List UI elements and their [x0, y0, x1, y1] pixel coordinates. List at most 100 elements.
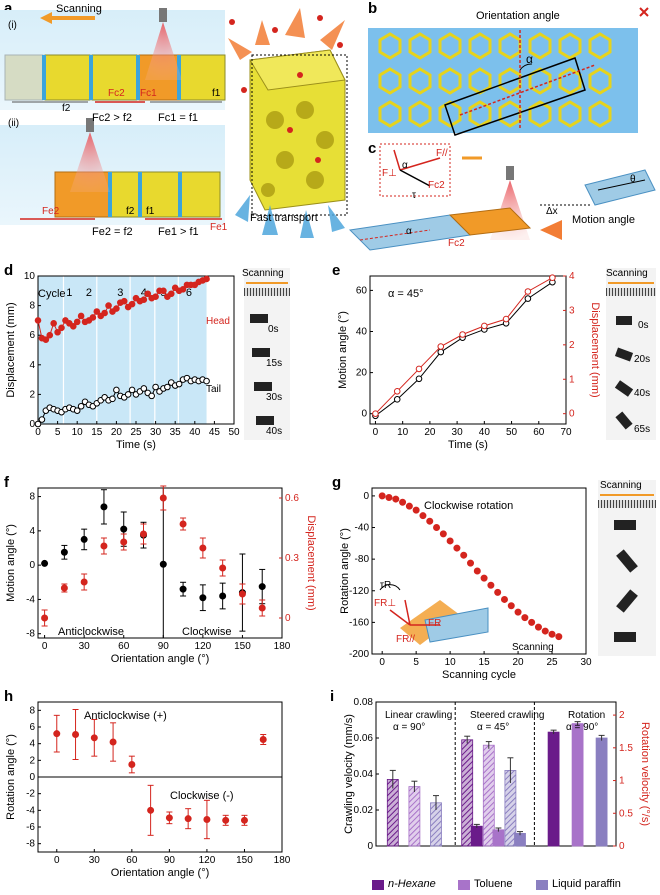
- x-tick-label: 30: [150, 427, 162, 438]
- data-point: [415, 375, 423, 383]
- label-fe2-ii: Fe2: [42, 206, 60, 217]
- bar: [408, 786, 421, 847]
- data-point: [77, 402, 85, 410]
- y-tick-label: 4: [29, 360, 35, 371]
- robot-image-0: [250, 314, 268, 323]
- data-point: [34, 420, 42, 428]
- photo-strip-e: Scanning 0s 20s 40s 65s: [606, 268, 656, 440]
- plot-frame: [369, 275, 567, 425]
- data-point: [73, 407, 81, 414]
- x-tick-label: 25: [546, 657, 558, 668]
- y2-tick-label: 2: [619, 710, 625, 721]
- head-label: Head: [206, 316, 230, 327]
- data-point: [437, 348, 445, 356]
- fr-parallel-label: FR//: [396, 634, 415, 645]
- porous-block: [249, 49, 348, 216]
- x-axis-label: Orientation angle (°): [111, 867, 210, 879]
- legend-swatch-toluene: [458, 880, 470, 890]
- photo-d-time-1: 15s: [266, 358, 283, 369]
- rotation-inset: [379, 584, 489, 645]
- y-axis-label: Rotation angle (°): [339, 528, 351, 614]
- y-tick-label: 10: [24, 271, 36, 282]
- x-tick-label: 45: [209, 427, 221, 438]
- y-tick-label: 6: [29, 722, 35, 733]
- photo-strip-g: Scanning: [598, 480, 656, 656]
- data-point: [524, 295, 532, 302]
- y-tick-label: 0.04: [354, 769, 374, 780]
- x-tick-label: 30: [580, 657, 592, 668]
- data-point: [446, 537, 454, 545]
- clockwise-minus-label: Clockwise (-): [170, 790, 234, 802]
- data-point: [399, 498, 407, 506]
- data-point: [109, 738, 117, 746]
- data-point: [93, 308, 101, 315]
- data-point: [128, 386, 136, 394]
- cycle-number: 1: [66, 287, 72, 299]
- x-tick-label: 120: [199, 855, 216, 866]
- chart-d: 123456051015202530354045500246810Time (s…: [5, 271, 240, 451]
- bar: [386, 779, 399, 847]
- data-point: [140, 530, 148, 538]
- data-point: [405, 502, 413, 510]
- group-alpha-rotation: α = 90°: [566, 722, 599, 733]
- data-point: [392, 495, 400, 503]
- legend-label-paraffin: Liquid paraffin: [552, 878, 621, 890]
- chart-e: 0 10 20 30 40 50 60 70 0 20 40 60 0 1 2 3 4 Time (s) Motio…: [337, 271, 601, 451]
- data-point: [41, 559, 49, 567]
- tail-label: Tail: [206, 384, 222, 395]
- y-tick-label: -2: [26, 789, 35, 800]
- data-point: [203, 377, 210, 385]
- y-axis-label: Motion angle (°): [337, 311, 349, 389]
- y2-tick-label: 0.6: [285, 493, 299, 504]
- force-fc2-strip: Fc2: [448, 238, 465, 249]
- y-tick-label: 0: [363, 491, 369, 502]
- y-tick-label: 60: [356, 285, 368, 296]
- plot-frame: [37, 487, 283, 639]
- data-point: [159, 494, 167, 502]
- data-point: [494, 588, 502, 596]
- data-point: [534, 623, 542, 631]
- x-tick-label: 25: [130, 427, 142, 438]
- data-point: [258, 583, 266, 591]
- y-axis-label: Displacement (mm): [5, 302, 17, 397]
- robot-image-2: [254, 382, 272, 391]
- group-alpha-steered: α = 45°: [477, 722, 510, 733]
- panel-label-e: e: [332, 262, 341, 279]
- data-point: [487, 581, 495, 589]
- y-tick-label: 0: [29, 560, 35, 571]
- y-tick-label: 0: [29, 419, 35, 430]
- sublabel-i: (i): [8, 20, 17, 31]
- y-tick-label: 8: [29, 705, 35, 716]
- panel-label-g: g: [332, 474, 342, 491]
- x-tick-label: 5: [413, 657, 419, 668]
- tau-r-label: τR: [380, 580, 392, 591]
- group-alpha-linear: α = 90°: [393, 722, 426, 733]
- x-tick-label: 20: [111, 427, 123, 438]
- data-point: [128, 761, 136, 768]
- equation-ii-left: Fe2 = f2: [92, 226, 133, 238]
- robot-g-2: [616, 589, 638, 613]
- fr-label: FR: [428, 618, 442, 629]
- label-fc2-i: Fc2: [108, 88, 125, 99]
- x-tick-label: 90: [158, 641, 170, 652]
- robot-g-0: [614, 520, 636, 530]
- equation-ii-right: Fe1 > f1: [158, 226, 199, 238]
- data-point: [203, 275, 210, 283]
- panel-label-b: b: [368, 0, 378, 17]
- data-point: [222, 816, 230, 824]
- photo-d-time-2: 30s: [266, 392, 283, 403]
- data-point: [80, 578, 88, 586]
- robot-g-3: [614, 632, 636, 642]
- data-point: [199, 544, 207, 552]
- data-point: [100, 503, 108, 511]
- legend-label-hexane: n-Hexane: [388, 878, 436, 890]
- x-tick-label: 10: [72, 427, 84, 438]
- equation-i-right: Fc1 = f1: [158, 112, 199, 124]
- x-tick-label: 0: [35, 427, 41, 438]
- data-point: [60, 548, 68, 556]
- alpha-c-strip: α: [406, 226, 412, 237]
- data-point: [140, 296, 148, 303]
- y-tick-label: -6: [26, 822, 35, 833]
- panel-label-f: f: [4, 474, 9, 491]
- motion-angle-label-c: Motion angle: [572, 214, 635, 226]
